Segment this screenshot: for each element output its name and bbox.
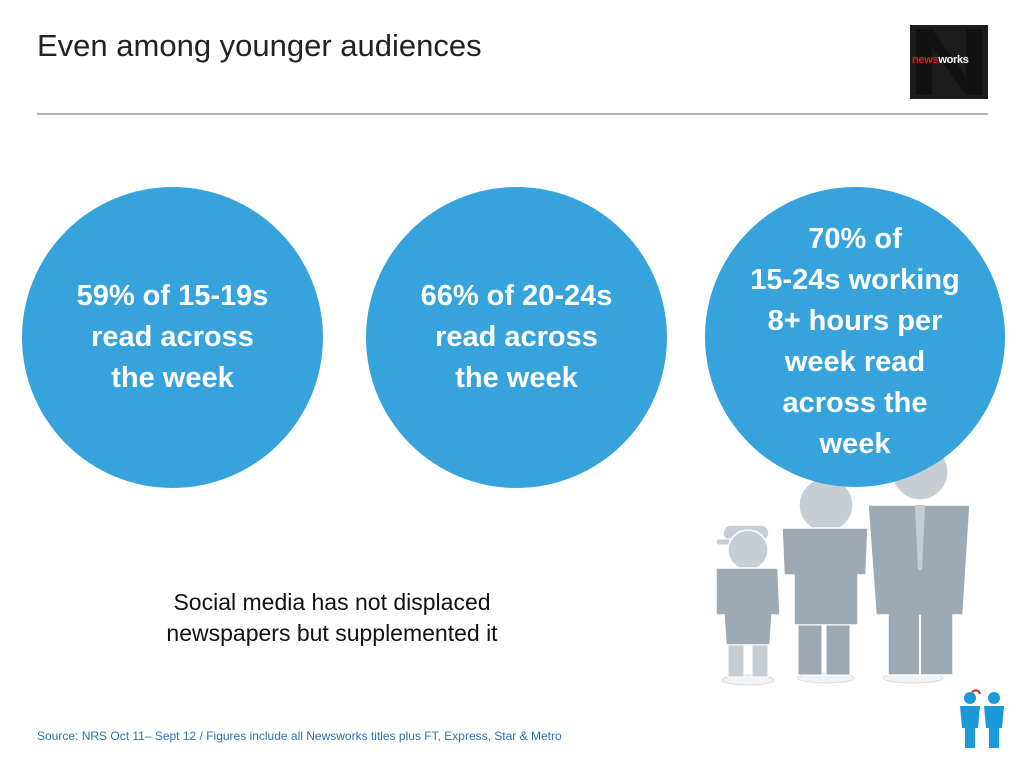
stat-circle-20-24: 66% of 20-24s read across the week <box>366 187 667 488</box>
stat-text: 59% of 15-19s read across the week <box>76 280 269 394</box>
logo-n-shape-icon <box>910 25 988 99</box>
stat-circle-15-24-working: 70% of 15-24s working 8+ hours per week … <box>705 187 1005 487</box>
newsworks-logo: newsworks <box>910 25 988 99</box>
header-divider <box>37 113 988 115</box>
logo-word-news: news <box>912 54 939 66</box>
mini-people-icon <box>960 689 1004 748</box>
logo-wordmark: newsworks <box>912 54 969 66</box>
caption-text: Social media has not displaced newspaper… <box>166 589 498 646</box>
page-title: Even among younger audiences <box>37 28 482 63</box>
stat-text: 70% of 15-24s working 8+ hours per week … <box>750 223 960 460</box>
stat-circle-15-19: 59% of 15-19s read across the week <box>22 187 323 488</box>
source-note: Source: NRS Oct 11– Sept 12 / Figures in… <box>37 729 562 743</box>
stat-text: 66% of 20-24s read across the week <box>420 280 613 394</box>
logo-word-works: works <box>938 54 969 66</box>
people-illustration <box>715 443 971 686</box>
